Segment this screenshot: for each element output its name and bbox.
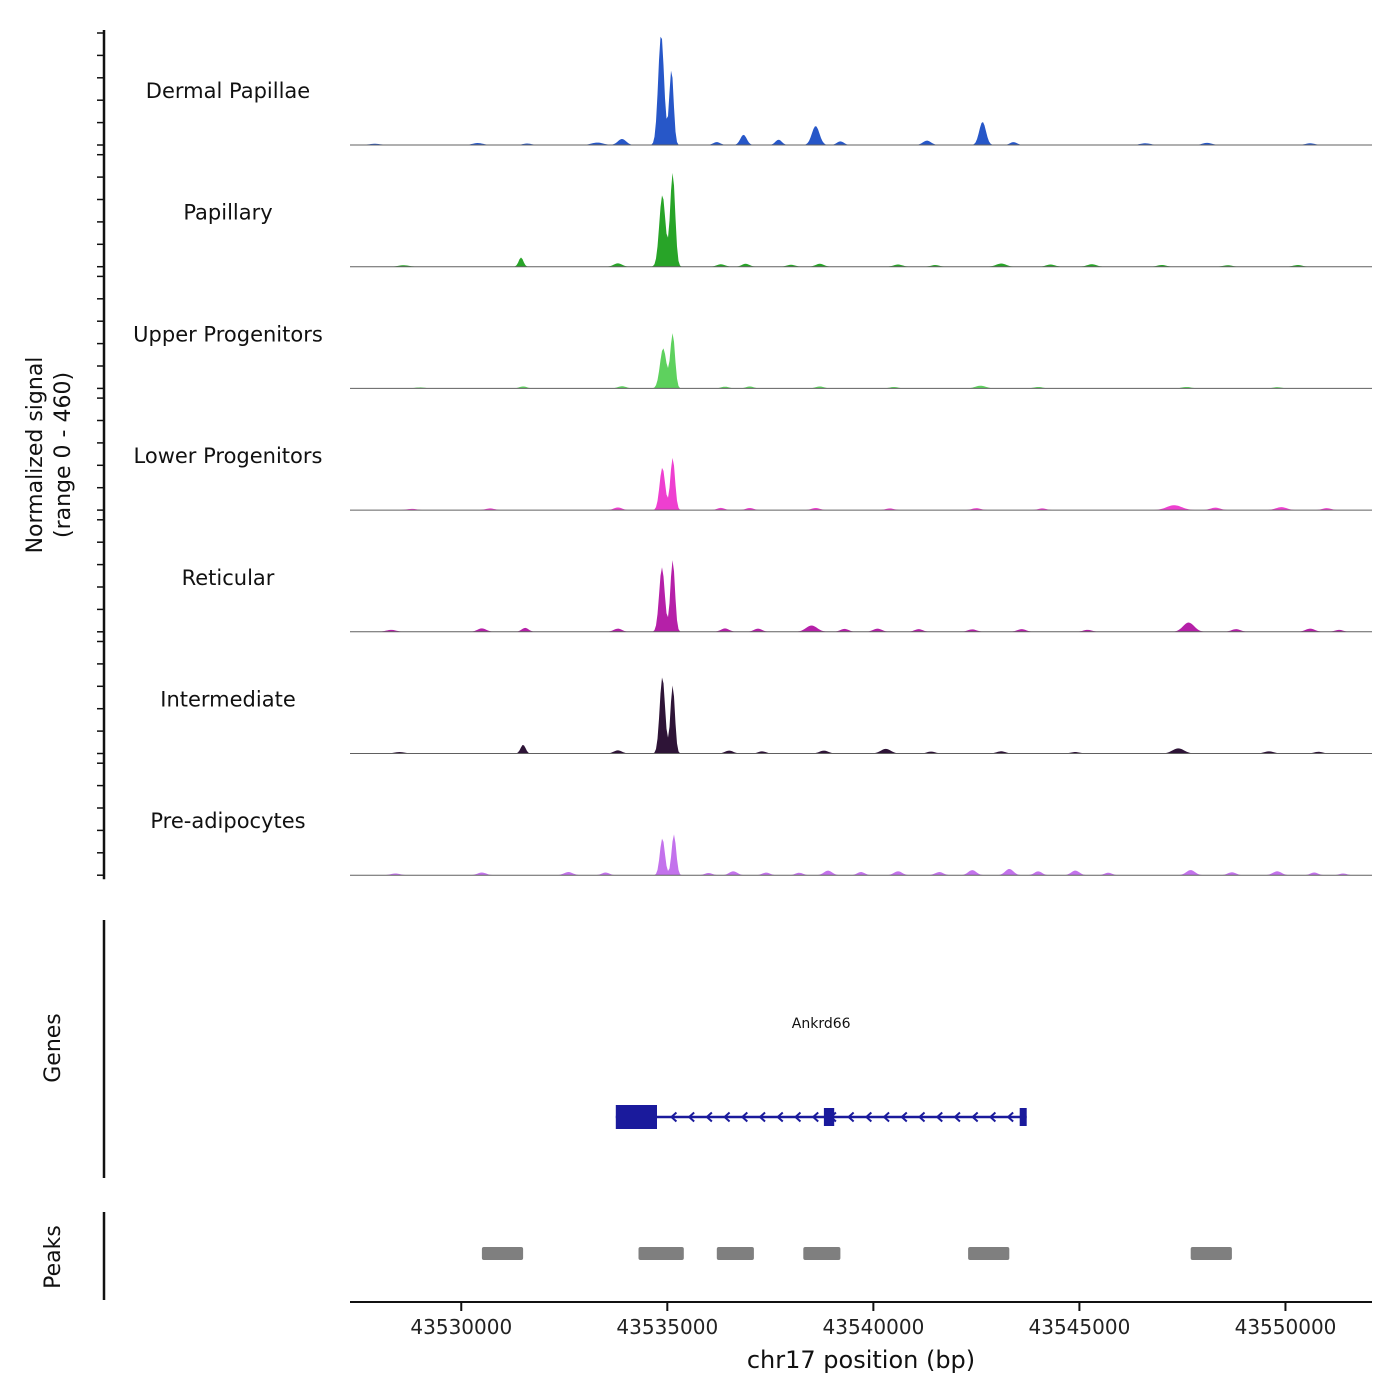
x-tick-label-1: 43535000 xyxy=(616,1315,718,1339)
gene-strand-arrow xyxy=(811,1111,819,1123)
gene-exon-0 xyxy=(615,1105,657,1129)
gene-exon-2 xyxy=(1019,1108,1027,1126)
peak-region-1 xyxy=(638,1247,684,1260)
signal-area-5 xyxy=(350,677,1372,754)
gene-strand-arrow xyxy=(900,1111,908,1123)
gene-strand-arrow xyxy=(776,1111,784,1123)
genes-section-label: Genes xyxy=(41,1013,66,1083)
gene-strand-arrow xyxy=(864,1111,873,1123)
peak-region-2 xyxy=(716,1247,754,1260)
track-label-reticular: Reticular xyxy=(182,566,275,590)
y-axis-label-line1: Normalized signal xyxy=(23,357,48,554)
gene-exon-1 xyxy=(823,1108,835,1126)
signal-area-4 xyxy=(350,560,1372,632)
gene-track-layer xyxy=(615,1105,1027,1129)
track-label-pre-adipocytes: Pre-adipocytes xyxy=(150,809,305,833)
signal-area-2 xyxy=(350,333,1372,389)
x-tick-label-2: 43540000 xyxy=(823,1315,925,1339)
peak-region-4 xyxy=(968,1247,1010,1260)
gene-strand-arrow xyxy=(918,1111,926,1123)
signal-area-3 xyxy=(350,457,1372,511)
labels-layer: Dermal Papillae Papillary Upper Progenit… xyxy=(23,79,1336,1374)
peak-region-5 xyxy=(1190,1247,1232,1260)
track-label-upper-progenitors: Upper Progenitors xyxy=(133,322,323,346)
x-tick-label-3: 43545000 xyxy=(1029,1315,1131,1339)
peaks-section-label: Peaks xyxy=(41,1225,66,1289)
x-axis-title: chr17 position (bp) xyxy=(747,1346,975,1374)
gene-strand-arrow xyxy=(988,1111,997,1123)
gene-strand-arrow xyxy=(882,1111,890,1123)
peak-region-0 xyxy=(481,1247,524,1260)
signal-area-0 xyxy=(350,36,1372,145)
gene-strand-arrow xyxy=(669,1111,678,1123)
gene-strand-arrow xyxy=(1006,1111,1014,1123)
track-label-lower-progenitors: Lower Progenitors xyxy=(134,444,323,468)
gene-strand-arrow xyxy=(935,1111,943,1123)
gene-strand-arrow xyxy=(829,1111,837,1123)
gene-strand-arrow xyxy=(953,1111,961,1123)
signal-area-6 xyxy=(350,834,1372,876)
track-label-papillary: Papillary xyxy=(183,201,272,225)
gene-name-label: Ankrd66 xyxy=(792,1016,851,1032)
signal-area-1 xyxy=(350,172,1372,267)
track-label-intermediate: Intermediate xyxy=(160,688,296,712)
gene-strand-arrow xyxy=(740,1111,748,1123)
gene-strand-arrow xyxy=(758,1111,766,1123)
y-axis-label-line2: (range 0 - 460) xyxy=(51,372,76,538)
peaks-track-layer xyxy=(481,1247,1232,1260)
x-tick-label-0: 43530000 xyxy=(410,1315,512,1339)
gene-strand-arrow xyxy=(971,1111,979,1123)
gene-strand-arrow xyxy=(723,1111,731,1123)
x-tick-label-4: 43550000 xyxy=(1235,1315,1337,1339)
gene-strand-arrow xyxy=(793,1111,802,1123)
gene-strand-arrow xyxy=(847,1111,855,1123)
peak-region-3 xyxy=(803,1247,841,1260)
track-label-dermal-papillae: Dermal Papillae xyxy=(146,79,310,103)
signal-tracks-layer xyxy=(350,36,1372,876)
gene-strand-arrow xyxy=(705,1111,713,1123)
gene-strand-arrow xyxy=(687,1111,695,1123)
axes-layer xyxy=(97,30,1372,1311)
